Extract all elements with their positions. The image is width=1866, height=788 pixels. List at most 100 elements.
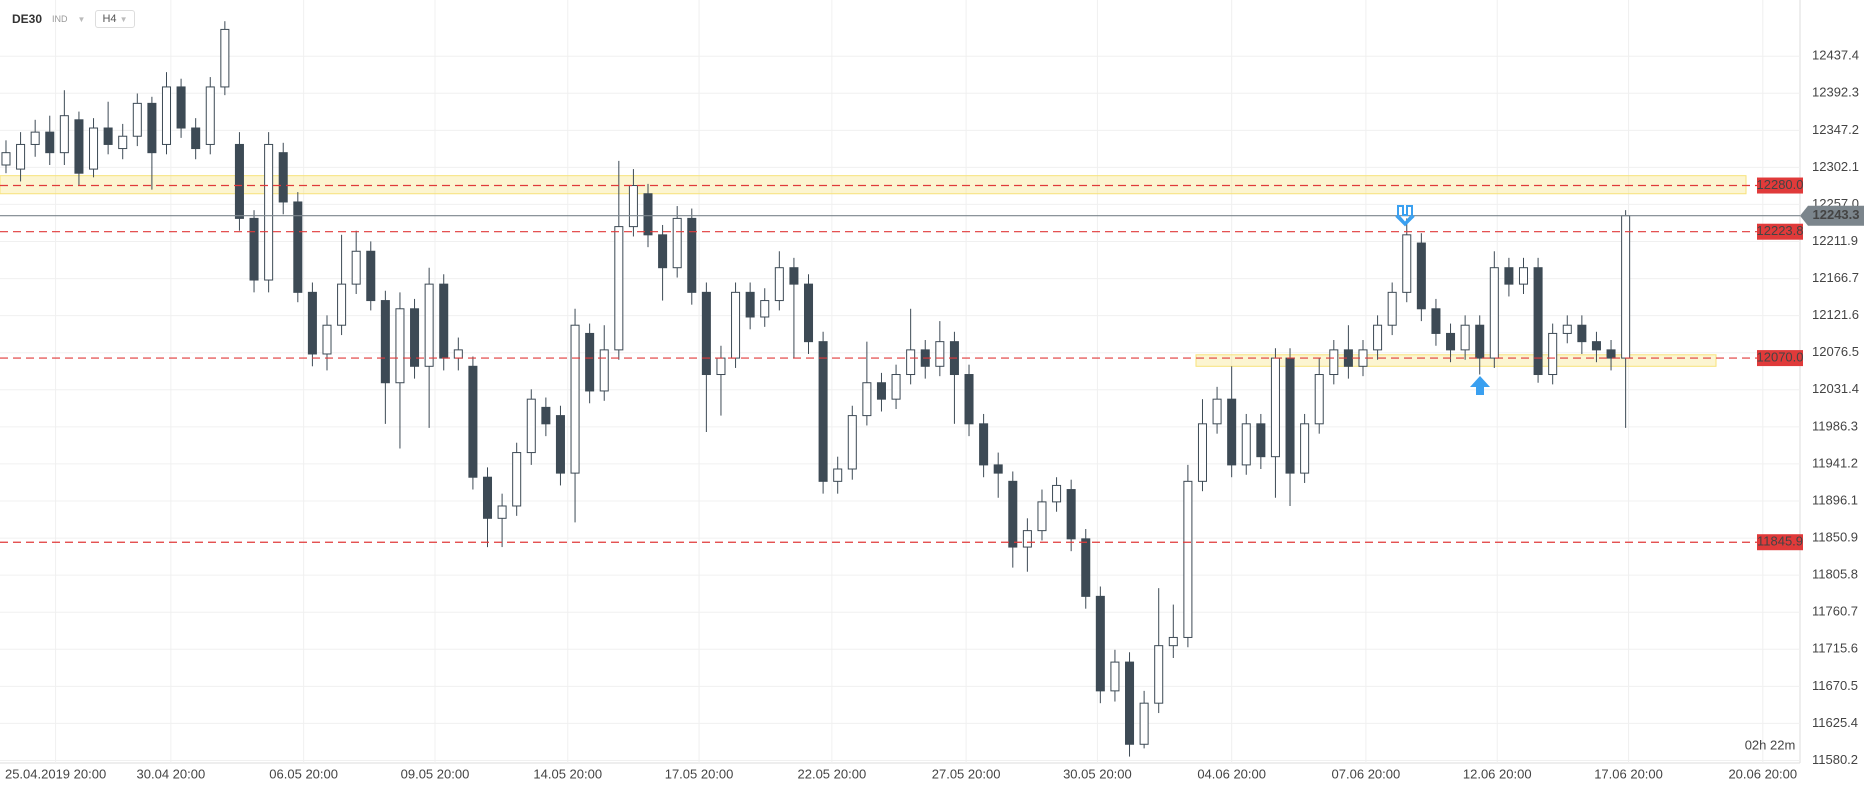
candle-timer: 02h 22m [1745,737,1796,752]
candle-body [439,283,449,359]
symbol: DE30 [12,12,43,26]
candle-body [1081,538,1091,597]
candle-body [1139,702,1149,745]
y-tick-label: 11896.1 [1812,492,1858,507]
candle-body [264,143,274,281]
candle-body [628,185,638,228]
candle-body [1125,661,1135,745]
candle-body [205,86,215,145]
candle-body [512,452,522,507]
candle-body [1402,234,1412,293]
candle-body [847,415,857,470]
y-tick-label: 12166.7 [1812,270,1859,285]
candle-body [570,324,580,474]
candle-body [643,193,653,236]
candle-body [424,283,434,367]
dropdown-caret: ▼ [119,15,128,24]
candle-body [1270,357,1280,458]
candle-body [1562,324,1572,334]
candle-body [1533,267,1543,376]
candle-body [1504,267,1514,285]
candle-body [774,267,784,302]
instrument-type[interactable]: IND [52,14,68,24]
candle-body [1314,374,1324,425]
candle-body [1518,267,1529,285]
candle-body [979,423,989,466]
candle-body [147,102,157,154]
timeframe-select[interactable]: H4 ▼ [95,10,135,28]
candle-body [906,349,916,376]
candle-body [1285,357,1295,474]
candle-body [687,217,697,293]
candle-body [497,505,507,519]
x-tick-label: 25.04.2019 20:00 [5,766,106,781]
x-tick-label: 17.06 20:00 [1594,766,1663,781]
candle-body [1212,398,1222,425]
candle-body [45,131,55,154]
candle-body [1,152,11,166]
last-price-label: 12243.3 [1813,207,1860,222]
candle-body [161,86,172,145]
candle-body [993,464,1003,474]
dropdown-caret[interactable]: ▼ [77,14,86,24]
candle-body [468,365,478,478]
candle-body [585,332,595,392]
candle-body [1373,324,1383,351]
candle-body [1577,324,1587,343]
candle-body [16,143,26,170]
y-tick-label: 11986.3 [1812,418,1858,433]
candle-body [541,406,551,425]
candle-body [249,217,259,281]
candle-body [964,374,974,425]
y-tick-label: 12347.2 [1812,122,1859,137]
candle-body [935,341,945,367]
x-tick-label: 09.05 20:00 [401,766,470,781]
candle-body [1548,332,1558,376]
candle-body [1197,423,1207,482]
last-price-tag [1800,205,1864,226]
candle-body [1008,480,1018,548]
candle-body [599,349,609,392]
level-label: 12070.0 [1757,350,1804,365]
x-tick-label: 12.06 20:00 [1463,766,1532,781]
candle-body [278,152,288,203]
candle-body [191,127,201,150]
level-tag [1757,223,1803,240]
zone-layer [0,175,1747,367]
candle-body [1037,501,1047,532]
candle-body [1110,661,1120,692]
y-tick-label: 11715.6 [1812,641,1858,656]
candle-body [789,267,799,285]
price-zone [0,175,1747,195]
candle-body [30,131,40,145]
candle-body [132,102,142,137]
candle-body [1241,423,1251,466]
candle-body [1300,423,1310,474]
x-tick-label: 30.04 20:00 [137,766,206,781]
candle-body [555,415,565,474]
candle-body [59,115,69,154]
y-tick-label: 12437.4 [1812,48,1859,63]
candle-body [234,143,244,219]
candle-body [1446,332,1456,351]
candle-body [1475,324,1485,359]
price-zone [1195,354,1717,367]
candle-body [293,201,303,293]
candle-body [1431,308,1441,334]
candle-body [1416,242,1426,310]
overlay-layer: 12280.0 12223.8 12070.0 11845.9 12243.3 02h 2… [0,177,1864,752]
x-tick-label: 17.05 20:00 [665,766,734,781]
level-tag [1757,177,1803,194]
y-tick-label: 11670.5 [1812,678,1858,693]
x-tick-label: 14.05 20:00 [533,766,602,781]
candle-body [380,300,390,384]
candle-body [220,28,230,88]
candle-body [103,127,113,145]
candle-body [322,324,332,355]
candle-body [1066,489,1076,540]
candle-body [891,374,901,400]
candle-body [176,86,186,129]
candle-body [74,119,84,174]
